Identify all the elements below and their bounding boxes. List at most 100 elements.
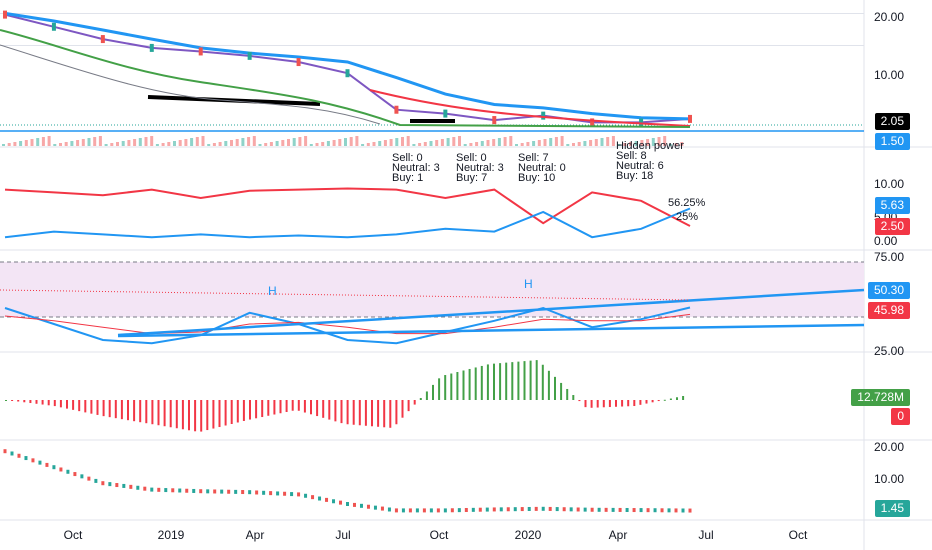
price-candle: [394, 105, 399, 114]
mini-candle: [464, 507, 468, 512]
volume-bar: [150, 136, 154, 146]
mini-candle: [625, 507, 629, 512]
price-axis-label-10: 10.00: [874, 68, 905, 82]
mini-candle: [220, 489, 224, 494]
volume-bar: [59, 143, 62, 146]
mini-candle: [450, 508, 454, 513]
histogram-bar: [419, 398, 422, 400]
time-label-oct-2020: Oct: [788, 528, 808, 542]
volume-bar: [469, 143, 473, 146]
histogram-bar: [249, 400, 251, 420]
volume-bar: [463, 144, 467, 146]
volume-bar: [372, 142, 376, 146]
histogram-bar: [450, 373, 453, 400]
histogram-bar: [572, 395, 575, 400]
volume-bar: [201, 136, 205, 146]
volume-bar: [680, 142, 684, 146]
volume-bar: [509, 136, 513, 146]
mini-candle: [185, 488, 189, 493]
signal-label-2-neutral: Neutral: 3: [456, 162, 504, 174]
histogram-bar: [645, 400, 648, 404]
histogram-bar: [163, 400, 166, 427]
mini-candle: [569, 507, 573, 512]
histogram-bar: [560, 382, 563, 400]
volume-bar: [383, 140, 387, 146]
mini-candle: [520, 507, 524, 512]
volume-bar: [589, 140, 593, 146]
mini-candle: [408, 508, 412, 513]
mini-candle: [255, 490, 259, 495]
mini-candle: [478, 507, 482, 512]
histogram-bar: [438, 378, 441, 400]
mini-candle: [164, 488, 168, 493]
histogram-bar: [657, 400, 660, 402]
histogram-bar: [371, 400, 373, 427]
volume-bar: [93, 137, 97, 146]
volume-bar: [30, 139, 34, 146]
hist-badge-red: 0: [891, 408, 910, 425]
price-candle: [345, 69, 350, 78]
histogram-bar: [535, 360, 538, 400]
mini-candle: [485, 507, 489, 512]
volume-bar: [64, 142, 68, 146]
histogram-bar: [11, 400, 14, 401]
signal-label-1: Sell: 0 Neutral: 3 Buy: 1: [392, 153, 440, 184]
histogram-bar: [53, 400, 56, 407]
volume-bar: [674, 143, 678, 146]
volume-bar: [309, 144, 313, 146]
mini-candle: [639, 508, 643, 513]
volume-bar: [361, 144, 365, 146]
mini-candle: [24, 456, 28, 461]
mini-candle: [380, 506, 384, 511]
rsi-marker-h-1: H: [268, 284, 277, 298]
mini-candle: [276, 491, 280, 496]
volume-bar: [657, 137, 661, 146]
histogram-bar: [139, 400, 142, 423]
histogram-bar: [47, 400, 50, 406]
histogram-bar: [401, 400, 404, 418]
oscillator-series-2: [4, 207, 691, 239]
histogram-bar: [127, 400, 129, 421]
volume-bar: [127, 140, 131, 146]
volume-bar: [315, 143, 319, 146]
mini-candle: [373, 505, 377, 510]
volume-bar: [537, 140, 541, 146]
volume-bar: [47, 136, 51, 146]
volume-bar: [520, 143, 524, 146]
mini-candle: [38, 460, 42, 465]
volume-bar: [406, 136, 410, 146]
volume-bar: [144, 137, 148, 146]
volume-bar: [566, 144, 570, 146]
volume-bar: [378, 141, 382, 146]
price-candle: [443, 109, 448, 118]
histogram-bar: [432, 384, 434, 400]
price-ma-gray: [0, 44, 381, 125]
price-candle: [296, 58, 301, 67]
volume-bar: [623, 143, 627, 146]
histogram-bar: [499, 363, 502, 400]
rsi-marker-h-2: H: [524, 277, 533, 291]
price-badge-last: 2.05: [874, 113, 910, 130]
volume-bar: [155, 144, 159, 146]
volume-bar: [110, 143, 114, 146]
histogram-bar: [493, 363, 495, 400]
mini-candle: [667, 508, 671, 513]
time-label-2020: 2020: [514, 528, 542, 542]
histogram-bar: [517, 361, 520, 400]
volume-bar: [87, 138, 91, 146]
volume-bar: [532, 141, 536, 146]
histogram-bar: [96, 400, 99, 415]
price-candle: [3, 10, 7, 19]
volume-bar: [287, 139, 290, 146]
volume-bar: [611, 136, 615, 146]
histogram-bar: [236, 400, 239, 423]
histogram-bar: [389, 400, 392, 428]
histogram-bar: [35, 400, 38, 404]
mini-candle: [192, 488, 196, 493]
mini-candle: [199, 489, 203, 494]
mini-candle: [17, 453, 21, 458]
histogram-bar: [224, 400, 227, 426]
volume-bar: [252, 136, 256, 146]
mini-candle: [248, 490, 252, 495]
